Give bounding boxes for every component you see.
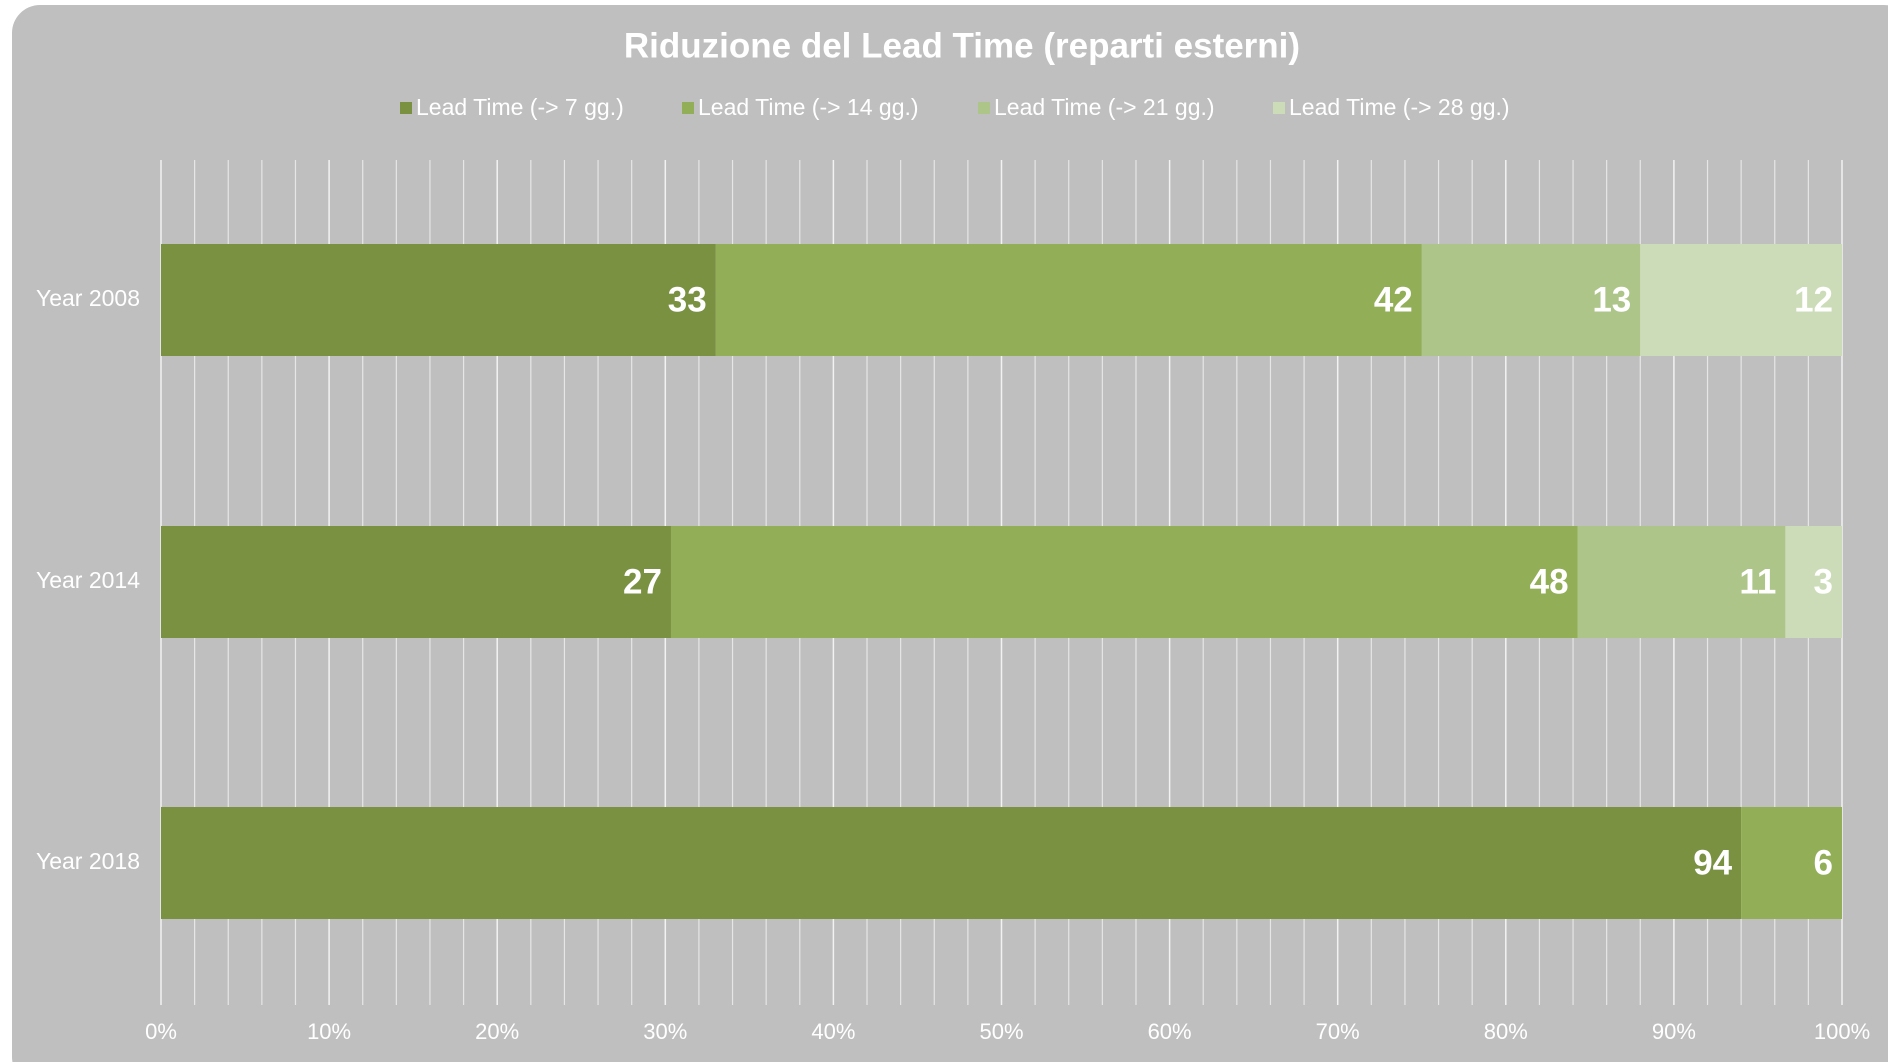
bar: [161, 244, 716, 356]
legend-label: Lead Time (-> 14 gg.): [698, 94, 919, 120]
data-label: 33: [668, 280, 707, 319]
x-tick-label: 70%: [1316, 1019, 1360, 1044]
x-tick-label: 100%: [1814, 1019, 1870, 1044]
data-label: 12: [1794, 280, 1833, 319]
data-label: 11: [1739, 562, 1776, 601]
legend-label: Lead Time (-> 7 gg.): [416, 94, 624, 120]
x-tick-label: 20%: [475, 1019, 519, 1044]
x-tick-label: 50%: [979, 1019, 1023, 1044]
x-tick-label: 30%: [643, 1019, 687, 1044]
bar: [1577, 526, 1786, 638]
legend-label: Lead Time (-> 28 gg.): [1289, 94, 1510, 120]
bar: [161, 526, 671, 638]
legend-swatch: [1273, 102, 1285, 114]
bar: [161, 807, 1742, 919]
legend-swatch: [682, 102, 694, 114]
bar: [1741, 807, 1842, 919]
data-label: 27: [623, 562, 662, 601]
x-tick-label: 90%: [1652, 1019, 1696, 1044]
chart-title: Riduzione del Lead Time (reparti esterni…: [624, 26, 1300, 65]
data-label: 6: [1814, 843, 1833, 882]
legend-label: Lead Time (-> 21 gg.): [994, 94, 1215, 120]
data-label: 48: [1530, 562, 1569, 601]
x-tick-label: 0%: [145, 1019, 177, 1044]
y-tick-label: Year 2018: [36, 848, 140, 874]
data-label: 13: [1592, 280, 1631, 319]
legend-swatch: [978, 102, 990, 114]
legend-swatch: [400, 102, 412, 114]
bar: [1785, 526, 1842, 638]
x-tick-label: 60%: [1148, 1019, 1192, 1044]
x-tick-label: 40%: [811, 1019, 855, 1044]
data-label: 3: [1814, 562, 1833, 601]
y-tick-label: Year 2014: [36, 567, 140, 593]
bar: [715, 244, 1422, 356]
x-tick-label: 10%: [307, 1019, 351, 1044]
data-label: 94: [1693, 843, 1732, 882]
bar: [670, 526, 1578, 638]
y-tick-label: Year 2008: [36, 285, 140, 311]
x-tick-label: 80%: [1484, 1019, 1528, 1044]
bar: [1421, 244, 1641, 356]
bar: [1640, 244, 1842, 356]
data-label: 42: [1374, 280, 1413, 319]
